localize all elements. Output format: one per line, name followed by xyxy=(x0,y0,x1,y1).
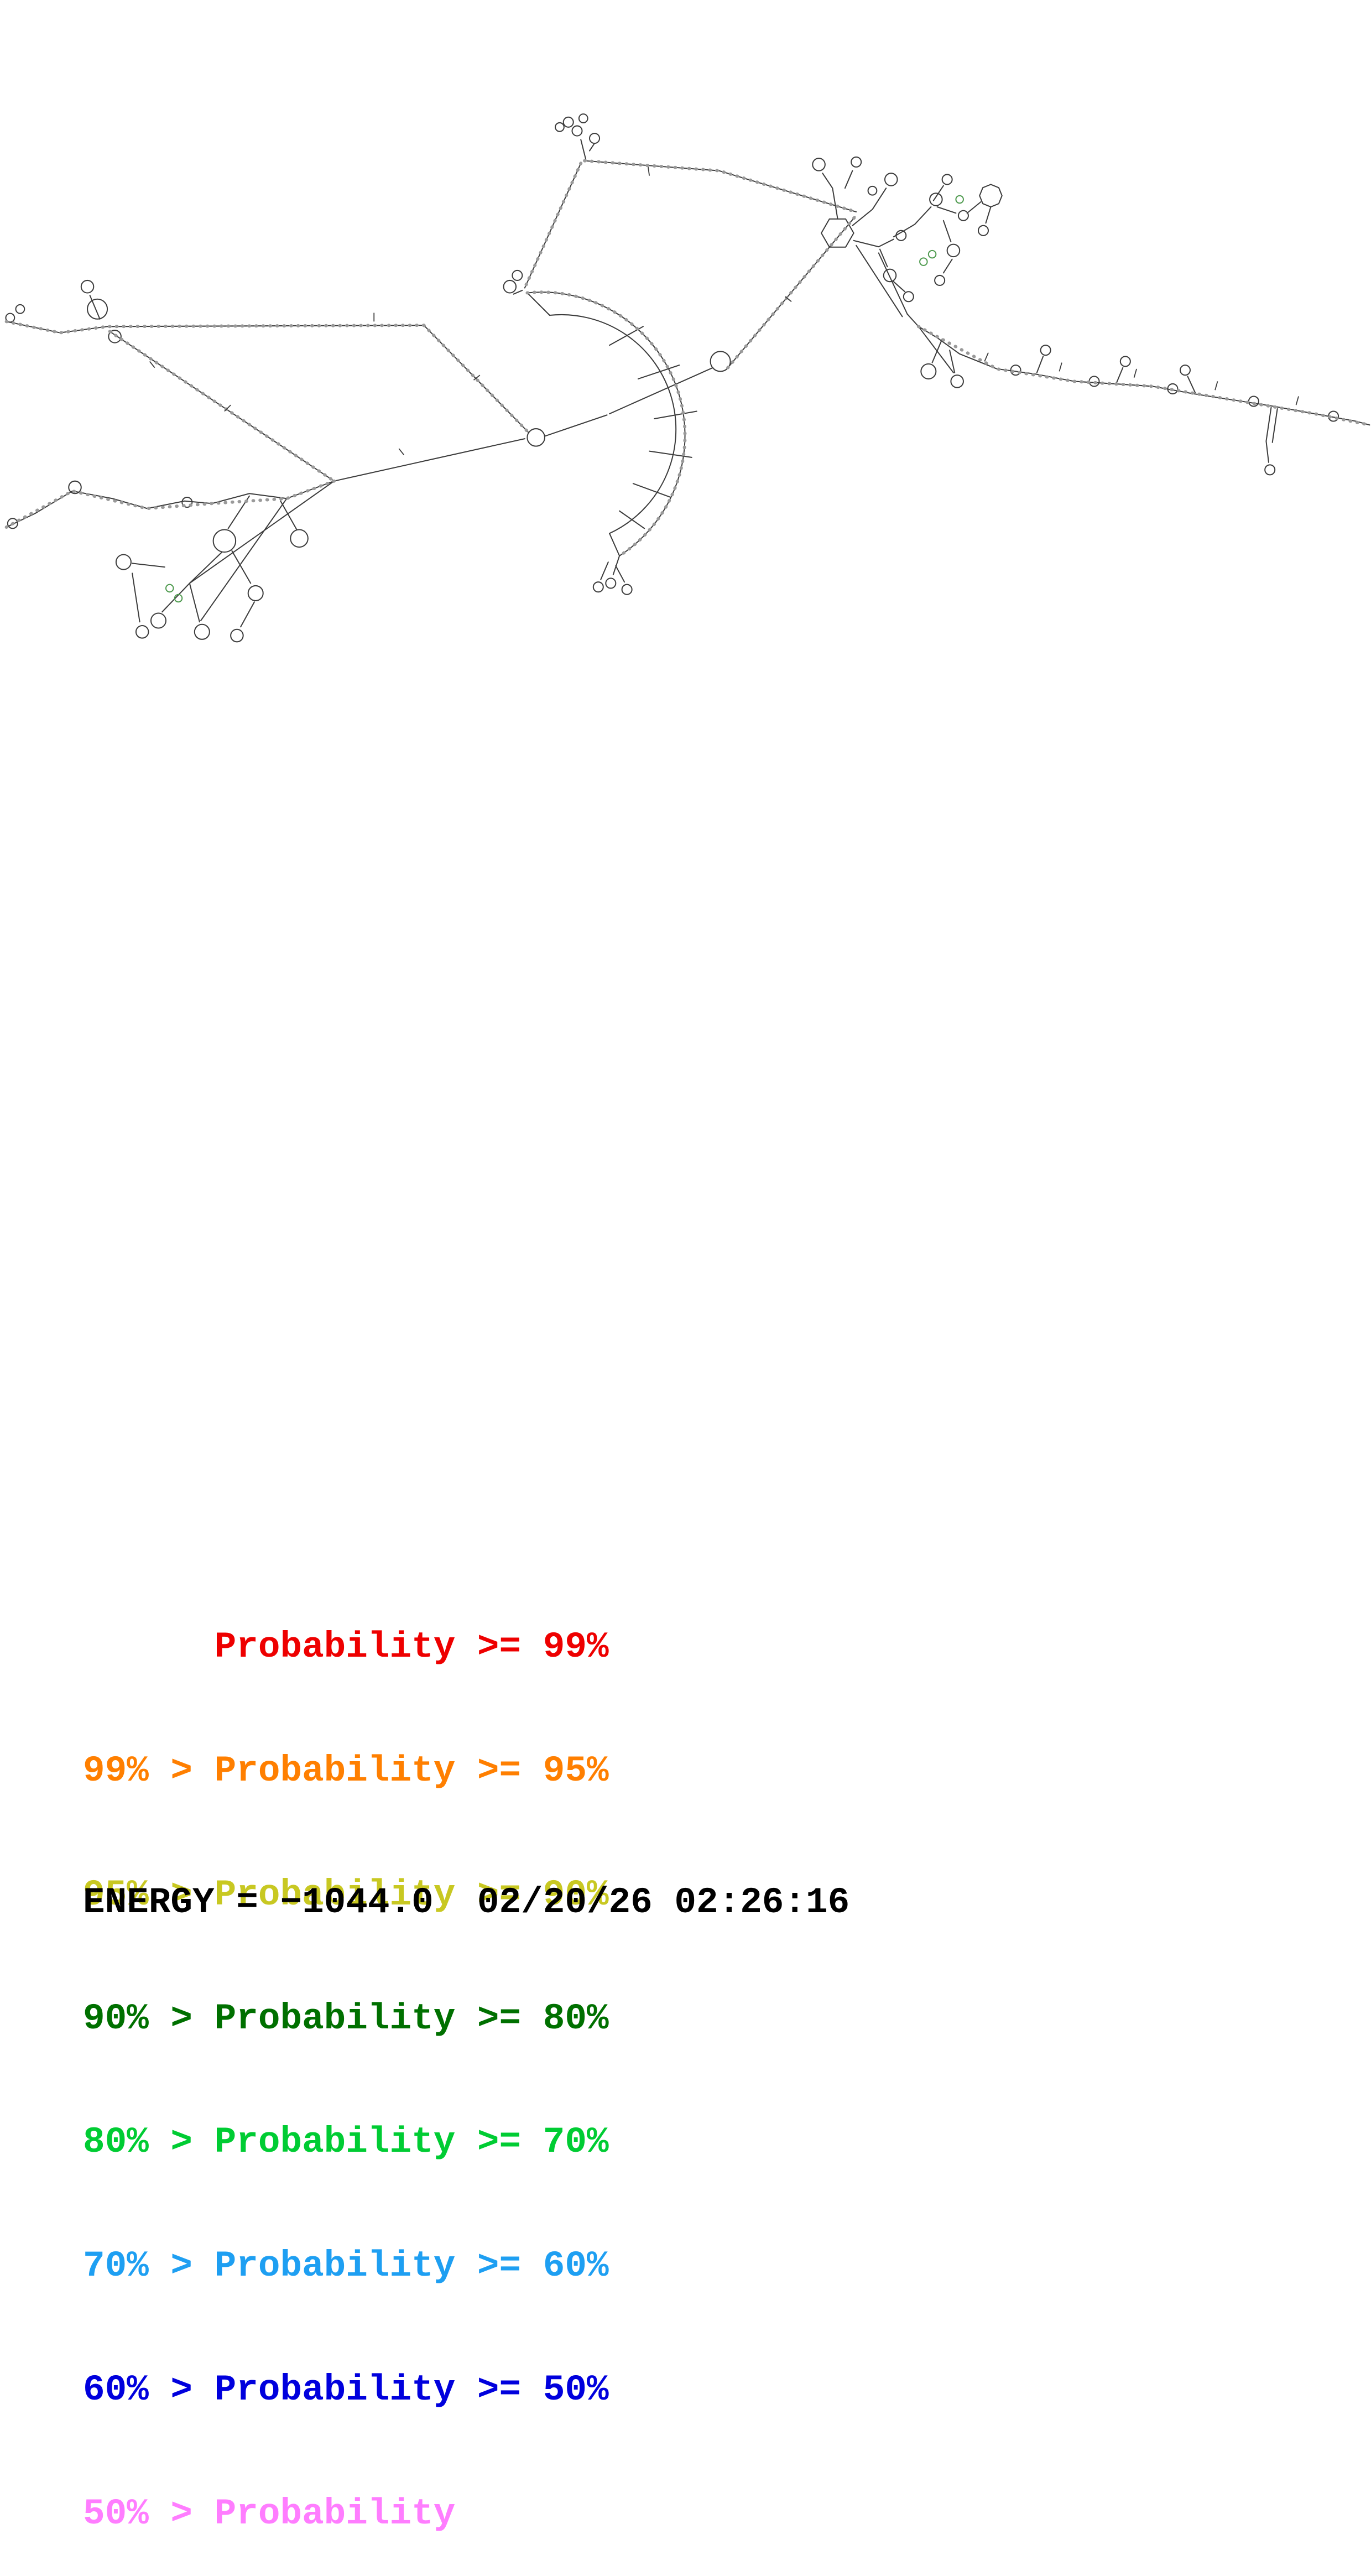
legend-line-70: 80% > Probability >= 70% xyxy=(83,2121,609,2163)
legend-line-50: 60% > Probability >= 50% xyxy=(83,2369,609,2411)
legend-line-95: 99% > Probability >= 95% xyxy=(83,1750,609,1792)
legend-line-60: 70% > Probability >= 60% xyxy=(83,2245,609,2287)
legend-line-99: Probability >= 99% xyxy=(83,1626,609,1668)
legend-line-below-50: 50% > Probability xyxy=(83,2492,456,2535)
rna-structure-diagram xyxy=(4,113,1371,643)
probability-legend: Probability >= 99% 99% > Probability >= … xyxy=(83,1544,609,2576)
legend-line-80: 90% > Probability >= 80% xyxy=(83,1997,609,2039)
legend-line-90: 95% > Probability >= 90% xyxy=(83,1874,609,1916)
energy-line: ENERGY = −1044.0 02/20/26 02:26:16 xyxy=(83,1882,850,1923)
page: { "page": { "background": "#ffffff", "st… xyxy=(4,113,1371,2535)
